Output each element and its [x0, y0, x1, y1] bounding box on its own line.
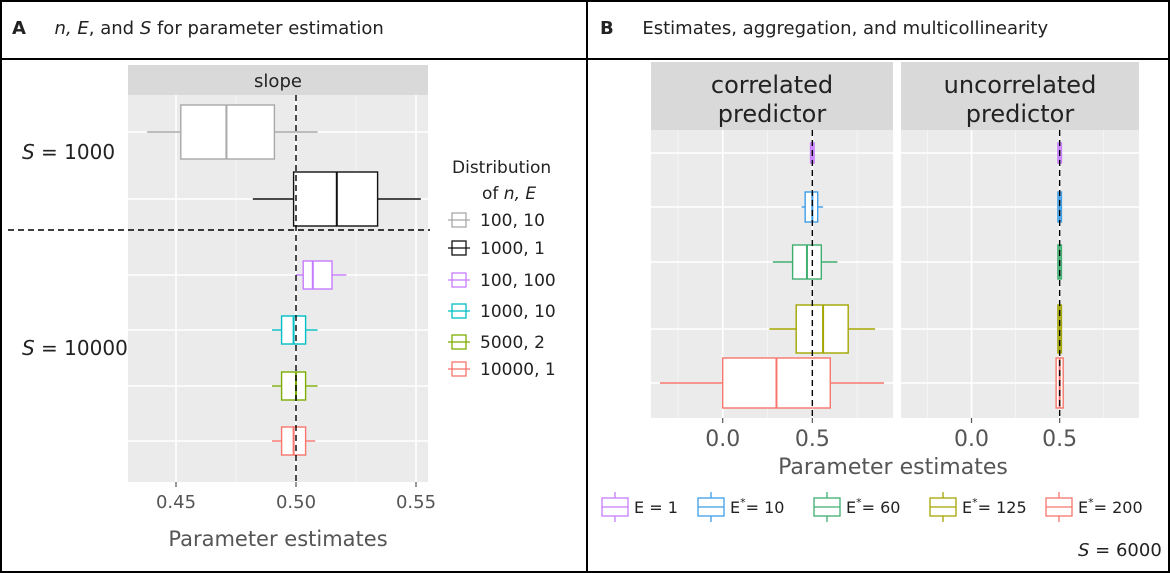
facet-label-slope: slope: [254, 71, 302, 92]
legend-a-item: [448, 212, 470, 228]
legend-b-item: [1045, 492, 1073, 522]
group-label-s1000: S = 1000: [22, 140, 115, 164]
facet-strip-uncorrelated: [901, 62, 1139, 130]
legend-a-label: 100, 10: [480, 211, 545, 231]
panel-b-header-divider: [586, 58, 1170, 60]
panel-b-title-text: Estimates, aggregation, and multicolline…: [642, 18, 1049, 39]
group-label-s10000-italic: S: [22, 336, 35, 360]
tick-label-a: 0.50: [276, 492, 316, 513]
panel-b-footer-italic: S: [1078, 540, 1090, 561]
axis-label-b: Parameter estimates: [778, 455, 1008, 480]
group-label-s1000-italic: S: [22, 140, 35, 164]
box-a-100-100: [296, 260, 347, 290]
tick-label-b: 0.0: [954, 427, 989, 452]
facet-label-correlated-line1: correlated: [711, 71, 833, 99]
legend-b-label: E*= 10: [730, 496, 784, 517]
legend-a-title-of: of: [482, 184, 504, 204]
tick-label-b: 0.0: [705, 427, 740, 452]
panel-b-frame: [586, 0, 1170, 573]
legend-a-item: [448, 361, 470, 377]
plot-a-background: [128, 95, 428, 482]
legend-b-item: [929, 492, 957, 522]
box-body: [292, 171, 379, 227]
legend-a-title-line2: of n, E: [482, 184, 536, 204]
panel-b-footer: S = 6000: [1078, 540, 1162, 561]
legend-b-label: E*= 125: [962, 496, 1027, 517]
box-body: [280, 371, 307, 401]
tick-label-b: 0.5: [1042, 427, 1077, 452]
legend-b-label: E*= 60: [846, 496, 900, 517]
panel-b-footer-rest: = 6000: [1089, 540, 1162, 561]
box-b-correlated-3: [769, 304, 876, 354]
legend-a-label: 1000, 10: [480, 302, 556, 322]
box-a-1000-1: [252, 171, 421, 227]
legend-a-label: 100, 100: [480, 271, 556, 291]
panel-a-title-italic-2: S: [139, 18, 152, 39]
panel-a-letter: A: [12, 18, 26, 39]
tick-label-a: 0.55: [396, 492, 436, 513]
panel-a-title-italic-1: n, E: [54, 18, 89, 39]
legend-a-item: [448, 334, 470, 350]
box-a-10000-1: [272, 426, 316, 456]
box-a-5000-2: [272, 371, 318, 401]
legend-a-label: 10000, 1: [480, 360, 556, 380]
tick-label-b: 0.5: [795, 427, 830, 452]
legend-b-item: [697, 492, 725, 522]
legend-a-label: 5000, 2: [480, 333, 545, 353]
panel-a-header-divider: [0, 58, 588, 60]
box-b-correlated-1: [801, 191, 824, 223]
group-label-s10000-rest: = 10000: [34, 336, 128, 360]
legend-a-item: [448, 272, 470, 288]
legend-b-item: [813, 492, 841, 522]
legend-a-item: [448, 240, 470, 256]
group-label-s1000-rest: = 1000: [34, 140, 116, 164]
legend-b-label: E*= 200: [1078, 496, 1143, 517]
panel-a-title: A n, E, and S for parameter estimation: [12, 18, 384, 39]
box-b-correlated-2: [772, 244, 838, 280]
panel-b-title: B Estimates, aggregation, and multicolli…: [600, 18, 1048, 39]
panel-b-letter: B: [600, 18, 614, 39]
plot-b-background-uncorrelated: [901, 130, 1139, 418]
axis-label-a: Parameter estimates: [168, 527, 387, 551]
legend-a-item: [448, 303, 470, 319]
legend-b-item: [601, 492, 629, 522]
box-a-1000-10: [272, 315, 318, 345]
box-body: [180, 104, 276, 160]
legend-a-title-ne: n, E: [503, 184, 537, 204]
legend-b-label: E = 1: [634, 498, 678, 517]
group-label-s10000: S = 10000: [22, 336, 128, 360]
box-b-uncorrelated-1: [1057, 191, 1063, 223]
tick-label-a: 0.45: [156, 492, 196, 513]
legend-a-title-line1: Distribution: [452, 158, 552, 178]
facet-strip-slope: [128, 65, 428, 95]
box-a-100-10: [147, 104, 318, 160]
facet-label-correlated-line2: predictor: [718, 100, 827, 128]
panel-a-title-mid: , and: [88, 18, 140, 39]
panel-a-title-rest: for parameter estimation: [151, 18, 384, 39]
facet-label-uncorrelated-line1: uncorrelated: [944, 71, 1097, 99]
facet-strip-correlated: [651, 62, 893, 130]
box-body: [302, 260, 333, 290]
legend-a-label: 1000, 1: [480, 239, 545, 259]
facet-label-uncorrelated-line2: predictor: [966, 100, 1075, 128]
